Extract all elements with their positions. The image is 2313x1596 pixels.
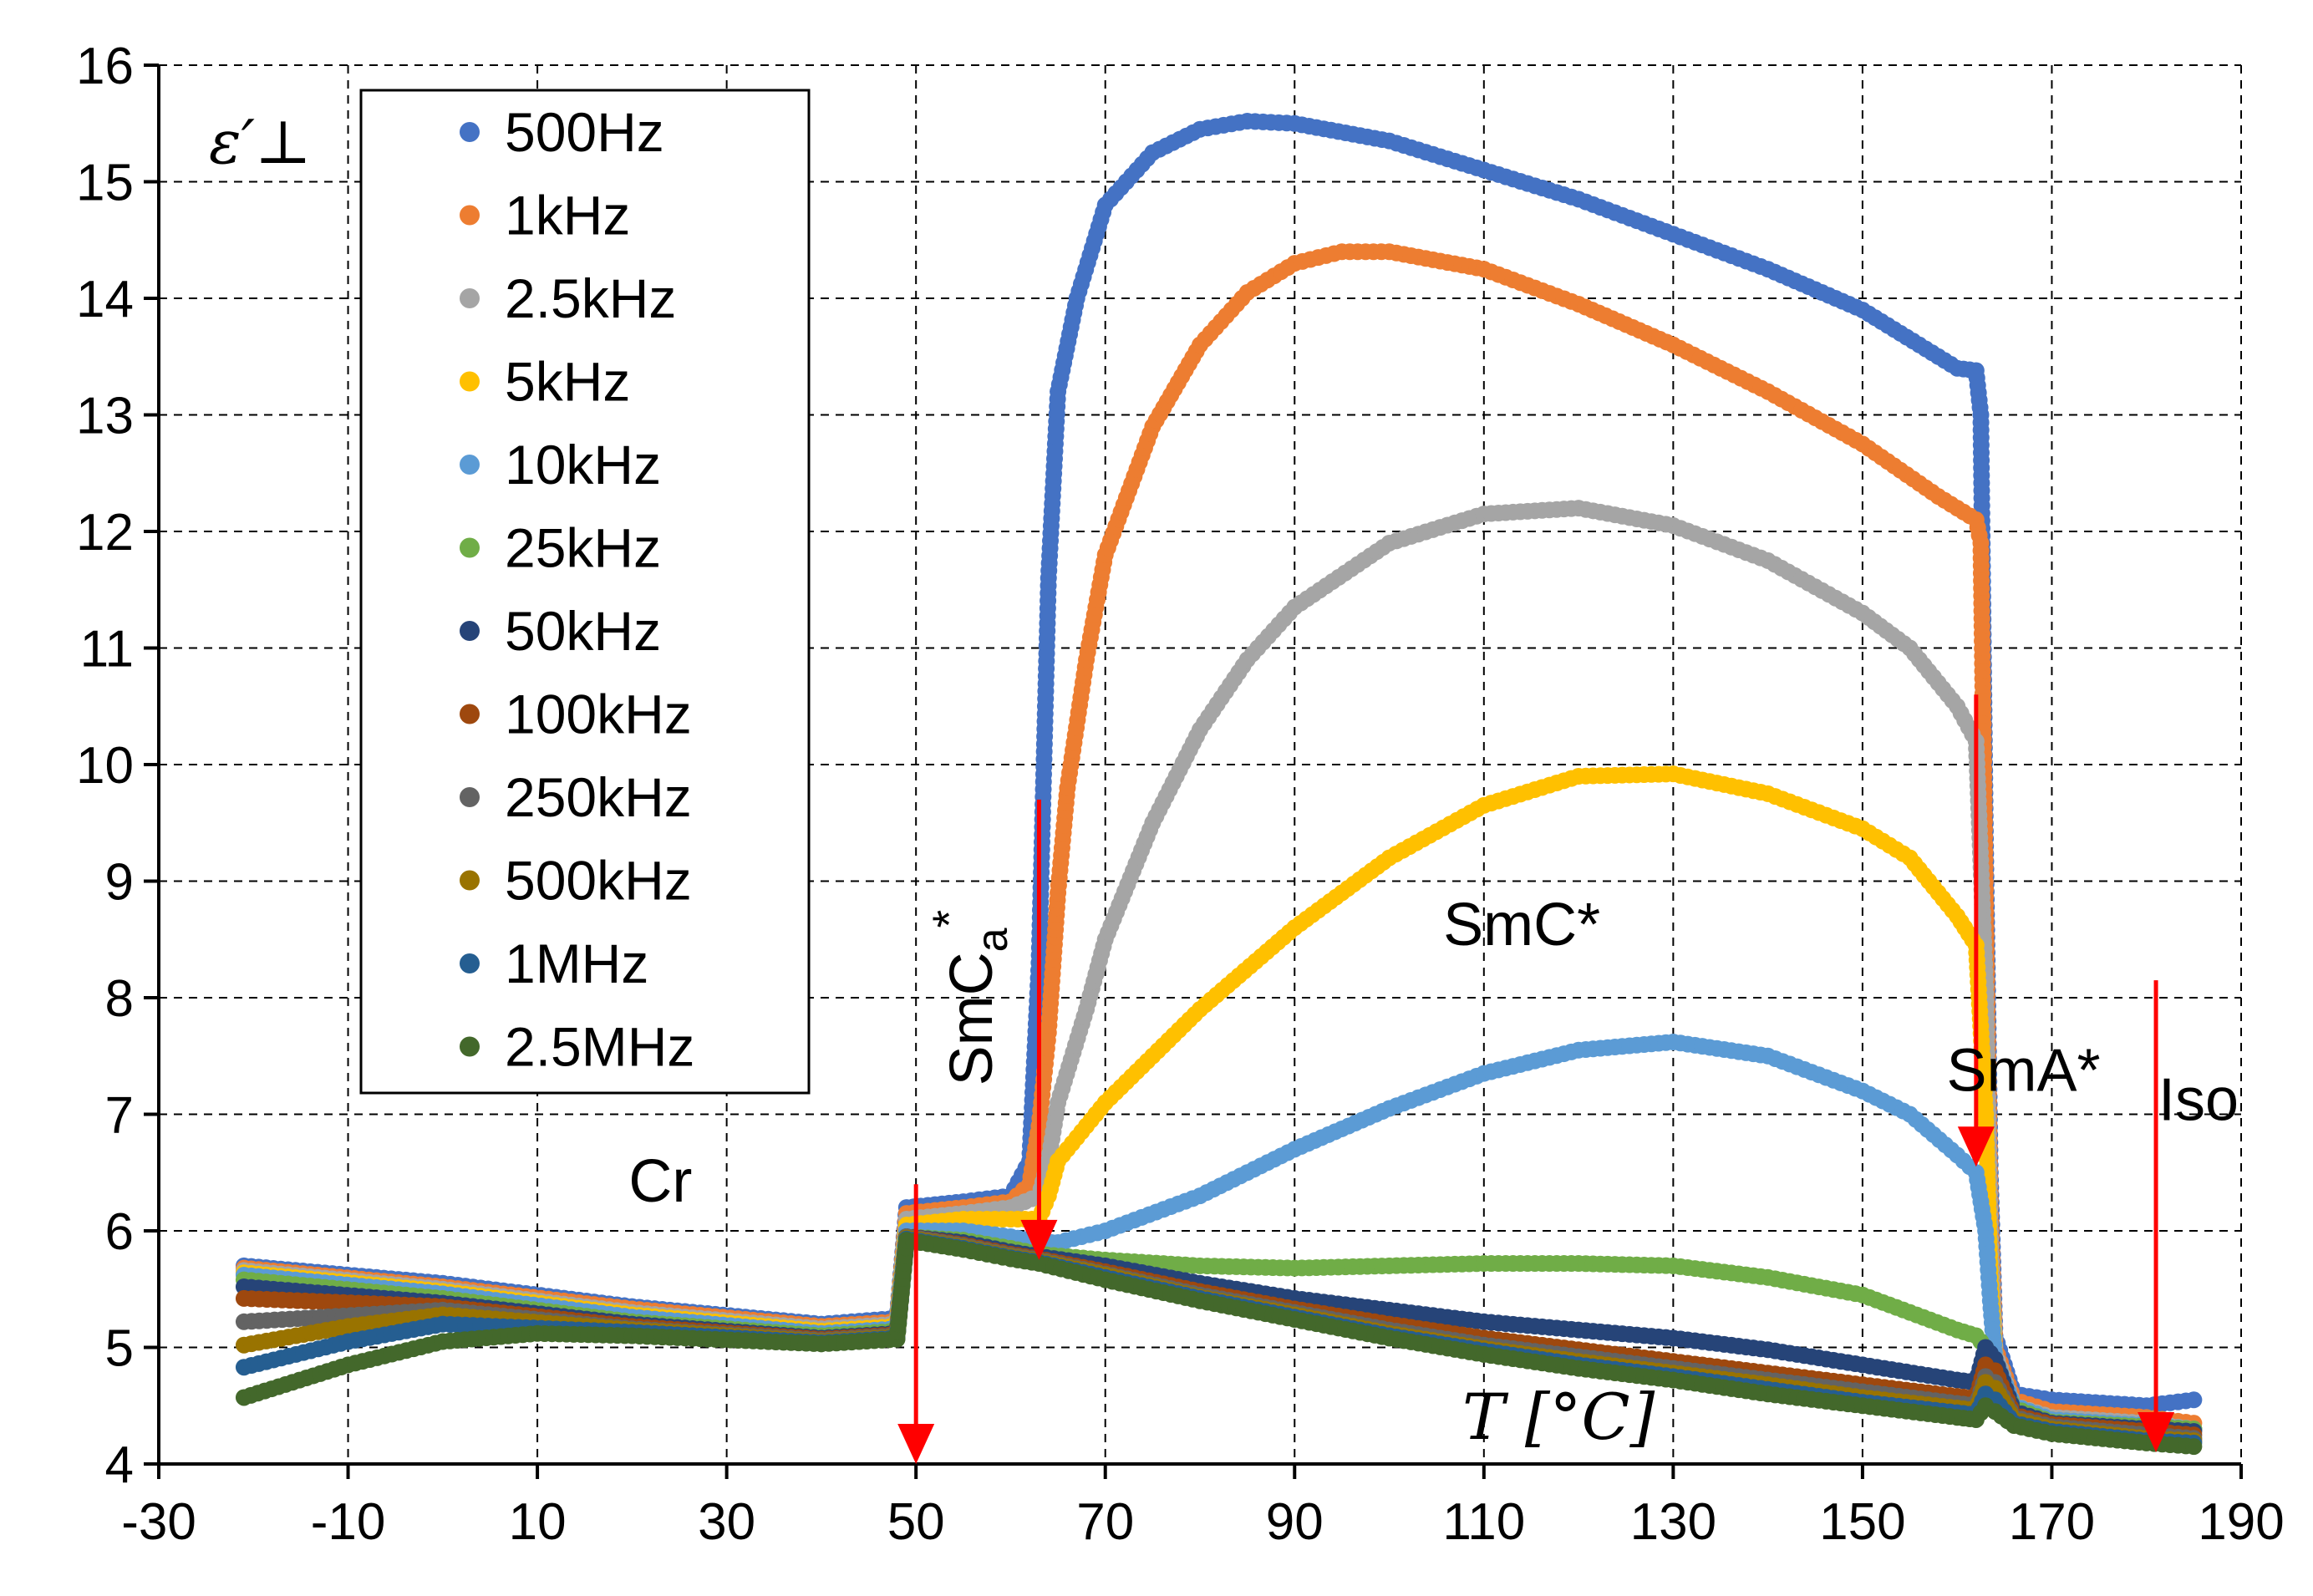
legend-label: 250kHz xyxy=(505,766,692,828)
y-tick-label: 4 xyxy=(105,1436,134,1494)
y-tick-label: 6 xyxy=(105,1203,134,1261)
legend-marker xyxy=(460,122,480,142)
phase-label-SmAstar: SmA* xyxy=(1946,1038,2100,1105)
y-tick-label: 12 xyxy=(76,504,134,562)
legend-label: 500kHz xyxy=(505,850,692,912)
phase-label-smca: SmCa* xyxy=(923,910,1017,1086)
y-tick-label: 14 xyxy=(76,271,134,328)
axes: 4 5 6 7 8 9 10 11 12 13 14 15 16 -30 -10 10 30 50 70 90 110 1… xyxy=(76,38,2285,1551)
phase-arrow-head xyxy=(2138,1412,2175,1453)
y-axis-label: ε′⊥ xyxy=(209,107,312,177)
phase-arrow-head xyxy=(1020,1219,1058,1260)
x-tick-label: 190 xyxy=(2198,1493,2284,1551)
legend-marker xyxy=(460,537,480,558)
legend-box xyxy=(359,89,811,1095)
legend-label: 1kHz xyxy=(505,185,630,247)
phase-arrows xyxy=(897,694,2175,1464)
phase-label-SmCstar: SmC* xyxy=(1443,892,1600,958)
y-tick-label: 8 xyxy=(105,970,134,1028)
x-tick-label: -30 xyxy=(121,1493,196,1551)
legend: 500Hz 1kHz 2.5kHz 5kHz 10kHz 25kHz 50kHz 100kHz… xyxy=(359,89,811,1095)
legend-marker xyxy=(460,205,480,226)
legend-label: 1MHz xyxy=(505,933,648,994)
legend-marker xyxy=(460,455,480,475)
y-tick-label: 13 xyxy=(76,388,134,445)
y-tick-label: 16 xyxy=(76,38,134,95)
x-tick-label: 110 xyxy=(1442,1493,1525,1551)
x-tick-label: 130 xyxy=(1630,1493,1716,1551)
legend-marker xyxy=(460,953,480,973)
y-tick-label: 7 xyxy=(105,1087,134,1145)
y-tick-label: 5 xyxy=(105,1320,134,1378)
phase-arrow-head xyxy=(897,1424,935,1464)
x-axis-label: T [°C] xyxy=(1462,1380,1655,1454)
legend-label: 2.5MHz xyxy=(505,1016,694,1078)
x-tick-label: -10 xyxy=(311,1493,386,1551)
legend-marker xyxy=(460,704,480,724)
legend-marker xyxy=(460,1036,480,1057)
legend-label: 500Hz xyxy=(505,101,664,163)
legend-label: 25kHz xyxy=(505,517,661,579)
y-tick-label: 9 xyxy=(105,854,134,912)
y-tick-label: 11 xyxy=(80,621,134,679)
x-tick-label: 50 xyxy=(887,1493,945,1551)
legend-marker xyxy=(460,870,480,891)
legend-label: 5kHz xyxy=(505,351,630,413)
series-layer xyxy=(235,112,2203,1456)
x-tick-label: 70 xyxy=(1076,1493,1134,1551)
phase-label-Cr: Cr xyxy=(628,1148,692,1215)
legend-label: 50kHz xyxy=(505,600,661,662)
legend-marker xyxy=(460,288,480,308)
legend-marker xyxy=(460,371,480,392)
phase-arrow-head xyxy=(1957,1126,1995,1167)
data-point xyxy=(2185,1391,2203,1409)
data-point xyxy=(2185,1438,2203,1456)
phase-label-Iso: Iso xyxy=(2158,1066,2239,1133)
legend-label: 100kHz xyxy=(505,684,692,745)
legend-label: 2.5kHz xyxy=(505,267,676,329)
legend-marker xyxy=(460,621,480,641)
phase-annotations: Cr SmC* SmA* Iso SmCa* xyxy=(628,892,2239,1215)
legend-marker xyxy=(460,787,480,807)
y-tick-label: 15 xyxy=(76,155,134,212)
series-2.5MHz xyxy=(235,1232,2203,1456)
x-tick-label: 150 xyxy=(1819,1493,1905,1551)
x-tick-label: 10 xyxy=(509,1493,567,1551)
x-tick-label: 170 xyxy=(2009,1493,2095,1551)
legend-label: 10kHz xyxy=(505,434,661,496)
x-tick-label: 30 xyxy=(698,1493,755,1551)
x-tick-label: 90 xyxy=(1266,1493,1324,1551)
y-tick-label: 10 xyxy=(76,737,134,795)
